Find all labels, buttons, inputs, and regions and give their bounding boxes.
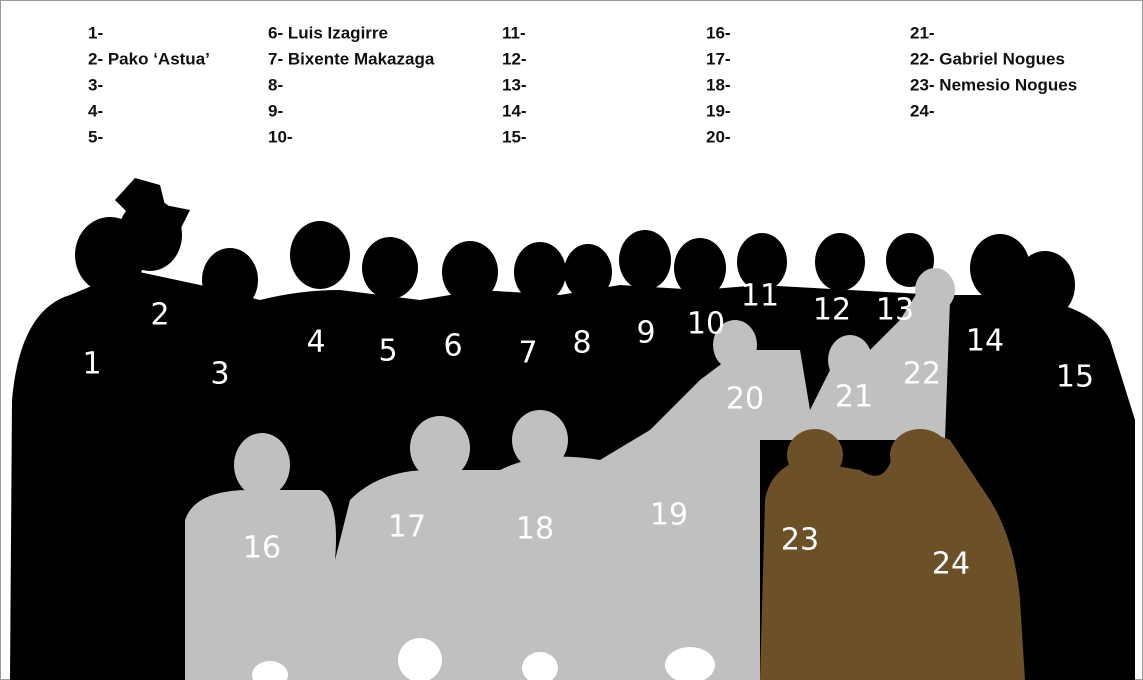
legend-entry: 18- — [706, 75, 731, 94]
figure-number: 6 — [443, 329, 462, 364]
figure-number: 23 — [781, 523, 819, 558]
legend-entry: 8- — [268, 75, 283, 94]
figure-number: 24 — [932, 547, 970, 582]
legend-entry: 1- — [88, 23, 103, 42]
legend-entry: 10- — [268, 127, 293, 146]
legend-entry: 16- — [706, 23, 731, 42]
figure-number: 18 — [516, 512, 554, 547]
legend-entry: 20- — [706, 127, 731, 146]
legend-entry: 21- — [910, 23, 935, 42]
legend-entry: 2- Pako ‘Astua’ — [88, 49, 210, 68]
legend-entry: 13- — [502, 75, 527, 94]
page: 1- 2- Pako ‘Astua’ 3- 4- 5- 6- Luis Izagirre 7… — [0, 0, 1143, 680]
legend-entry: 23- Nemesio Nogues — [910, 75, 1077, 94]
legend-entry: 7- Bixente Makazaga — [268, 49, 435, 68]
figure-number: 8 — [572, 326, 591, 361]
legend-entry: 22- Gabriel Nogues — [910, 49, 1065, 68]
photo-key: 1- 2- Pako ‘Astua’ 3- 4- 5- 6- Luis Izagirre 7… — [0, 0, 1143, 680]
figure-number: 19 — [650, 498, 688, 533]
figure-number: 2 — [150, 298, 169, 333]
legend-entry: 4- — [88, 101, 103, 120]
figure-number: 7 — [518, 336, 537, 371]
figure-number: 12 — [813, 293, 851, 328]
figure-number: 4 — [306, 325, 325, 360]
figure-number: 14 — [966, 324, 1004, 359]
figure-number: 22 — [903, 357, 941, 392]
legend-entry: 6- Luis Izagirre — [268, 23, 388, 42]
figure-number: 20 — [726, 382, 764, 417]
figure-number: 21 — [835, 380, 873, 415]
legend-entry: 11- — [502, 23, 526, 42]
legend-entry: 5- — [88, 127, 103, 146]
figure-number: 9 — [636, 316, 655, 351]
legend-entry: 12- — [502, 49, 527, 68]
legend-entry: 15- — [502, 127, 527, 146]
figure-number: 17 — [388, 510, 426, 545]
figure-number: 10 — [687, 307, 725, 342]
legend-entry: 24- — [910, 101, 935, 120]
figure-number: 1 — [82, 347, 101, 382]
figure-number: 3 — [210, 357, 229, 392]
legend-entry: 3- — [88, 75, 103, 94]
figure-number: 11 — [741, 279, 779, 314]
figure-number: 13 — [876, 293, 914, 328]
figure-number: 5 — [378, 334, 397, 369]
figure-number: 16 — [243, 531, 281, 566]
legend-entry: 14- — [502, 101, 527, 120]
legend-entry: 19- — [706, 101, 731, 120]
figure-number: 15 — [1056, 360, 1094, 395]
legend-entry: 9- — [268, 101, 283, 120]
legend-entry: 17- — [706, 49, 731, 68]
